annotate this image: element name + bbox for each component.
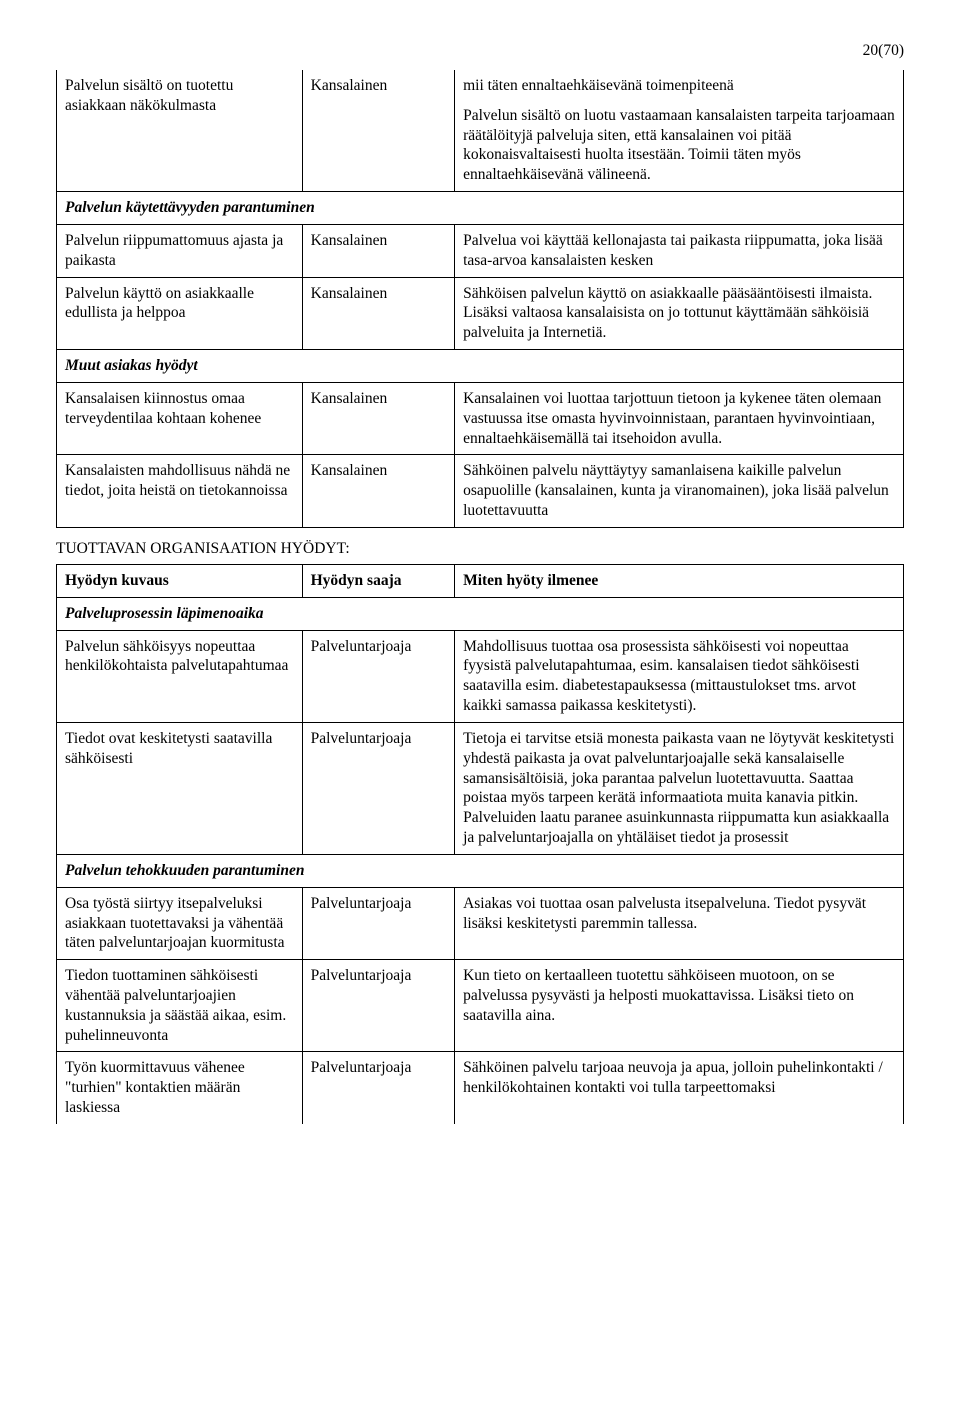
section-row: Palvelun tehokkuuden parantuminen	[57, 854, 904, 887]
table-row: Palvelun käyttö on asiakkaalle edullista…	[57, 277, 904, 349]
table-row: Kansalaisten mahdollisuus nähdä ne tiedo…	[57, 455, 904, 527]
cell-benefit: Sähköinen palvelu tarjoaa neuvoja ja apu…	[455, 1052, 904, 1124]
table-row: Työn kuormittavuus vähenee "turhien" kon…	[57, 1052, 904, 1124]
section-row: Palvelun käytettävyyden parantuminen	[57, 192, 904, 225]
cell-recipient: Palveluntarjoaja	[302, 960, 454, 1052]
section-row: Palveluprosessin läpimenoaika	[57, 597, 904, 630]
cell-recipient: Palveluntarjoaja	[302, 1052, 454, 1124]
section-cell: Muut asiakas hyödyt	[57, 350, 904, 383]
cell-recipient: Palveluntarjoaja	[302, 630, 454, 722]
cell-recipient: Kansalainen	[302, 382, 454, 454]
cell-description: Kansalaisten mahdollisuus nähdä ne tiedo…	[57, 455, 303, 527]
cell-benefit: Palvelua voi käyttää kellonajasta tai pa…	[455, 224, 904, 277]
section-row: Muut asiakas hyödyt	[57, 350, 904, 383]
cell-description: Palvelun sisältö on tuotettu asiakkaan n…	[57, 70, 303, 192]
header-col1: Hyödyn kuvaus	[57, 564, 303, 597]
cell-benefit: Tietoja ei tarvitse etsiä monesta paikas…	[455, 722, 904, 854]
cell-benefit: Kansalainen voi luottaa tarjottuun tieto…	[455, 382, 904, 454]
cell-benefit: Asiakas voi tuottaa osan palvelusta itse…	[455, 887, 904, 959]
cell-description: Kansalaisen kiinnostus omaa terveydentil…	[57, 382, 303, 454]
cell-description: Tiedon tuottaminen sähköisesti vähentää …	[57, 960, 303, 1052]
cell-description: Tiedot ovat keskitetysti saatavilla sähk…	[57, 722, 303, 854]
cell-recipient: Kansalainen	[302, 70, 454, 192]
section-cell: Palvelun tehokkuuden parantuminen	[57, 854, 904, 887]
section-heading: TUOTTAVAN ORGANISAATION HYÖDYT:	[56, 540, 904, 558]
table-row: Palvelun sähköisyys nopeuttaa henkilökoh…	[57, 630, 904, 722]
cell-benefit: Sähköinen palvelu näyttäytyy samanlaisen…	[455, 455, 904, 527]
table-row: Palvelun sisältö on tuotettu asiakkaan n…	[57, 70, 904, 192]
table-row: Osa työstä siirtyy itsepalveluksi asiakk…	[57, 887, 904, 959]
page-number: 20(70)	[56, 42, 904, 60]
table-header-row: Hyödyn kuvaus Hyödyn saaja Miten hyöty i…	[57, 564, 904, 597]
table-row: Tiedot ovat keskitetysti saatavilla sähk…	[57, 722, 904, 854]
table-row: Palvelun riippumattomuus ajasta ja paika…	[57, 224, 904, 277]
cell-benefit: Sähköisen palvelun käyttö on asiakkaalle…	[455, 277, 904, 349]
cell-recipient: Palveluntarjoaja	[302, 887, 454, 959]
cell-recipient: Kansalainen	[302, 277, 454, 349]
cell-benefit: Kun tieto on kertaalleen tuotettu sähköi…	[455, 960, 904, 1052]
cell-description: Osa työstä siirtyy itsepalveluksi asiakk…	[57, 887, 303, 959]
cell-benefit: Mahdollisuus tuottaa osa prosessista säh…	[455, 630, 904, 722]
lower-table: Hyödyn kuvaus Hyödyn saaja Miten hyöty i…	[56, 564, 904, 1124]
section-cell: Palveluprosessin läpimenoaika	[57, 597, 904, 630]
header-col3: Miten hyöty ilmenee	[455, 564, 904, 597]
cell-benefit: mii täten ennaltaehkäisevänä toimenpitee…	[455, 70, 904, 192]
cell-recipient: Kansalainen	[302, 455, 454, 527]
cell-description: Palvelun käyttö on asiakkaalle edullista…	[57, 277, 303, 349]
cell-description: Työn kuormittavuus vähenee "turhien" kon…	[57, 1052, 303, 1124]
table-row: Kansalaisen kiinnostus omaa terveydentil…	[57, 382, 904, 454]
table-row: Tiedon tuottaminen sähköisesti vähentää …	[57, 960, 904, 1052]
upper-table: Palvelun sisältö on tuotettu asiakkaan n…	[56, 70, 904, 528]
cell-description: Palvelun sähköisyys nopeuttaa henkilökoh…	[57, 630, 303, 722]
section-cell: Palvelun käytettävyyden parantuminen	[57, 192, 904, 225]
cell-recipient: Palveluntarjoaja	[302, 722, 454, 854]
cell-recipient: Kansalainen	[302, 224, 454, 277]
cell-description: Palvelun riippumattomuus ajasta ja paika…	[57, 224, 303, 277]
header-col2: Hyödyn saaja	[302, 564, 454, 597]
